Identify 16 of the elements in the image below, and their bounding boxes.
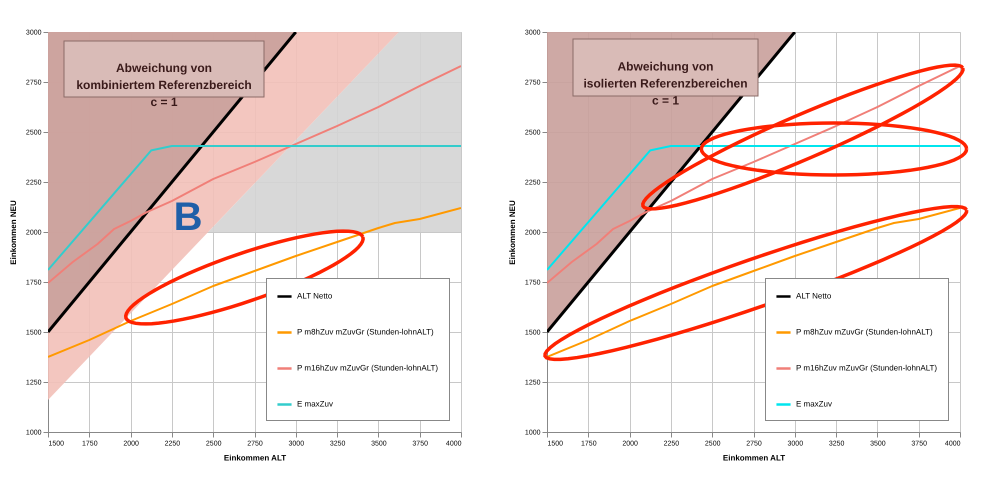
legend-label: E maxZuv bbox=[796, 400, 832, 408]
x-axis-title: Einkommen ALT bbox=[224, 454, 286, 462]
legend-label: P m16hZuv mZuvGr (Stunden-lohnALT) bbox=[297, 364, 438, 372]
x-axis-title: Einkommen ALT bbox=[722, 454, 786, 462]
y-axis-title: Einkommen NEU bbox=[508, 200, 517, 265]
y-axis-title: Einkommen NEU bbox=[8, 200, 18, 265]
legend-label: P m8hZuv mZuvGr (Stunden-lohnALT) bbox=[796, 328, 933, 336]
annotation: Abweichung von isolierten Referenzbereichen c = 1 bbox=[583, 60, 748, 108]
legend-label: ALT Netto bbox=[796, 292, 832, 300]
legend-label: P m8hZuv mZuvGr (Stunden-lohnALT) bbox=[297, 328, 434, 336]
legend-label: P m16hZuv mZuvGr (Stunden-lohnALT) bbox=[796, 364, 938, 372]
legend-label: E maxZuv bbox=[297, 400, 334, 408]
annotation: B bbox=[174, 195, 202, 239]
line-series bbox=[48, 65, 461, 284]
legend-label: ALT Netto bbox=[297, 292, 333, 300]
annotation: Abweichung von kombiniertem Referenzbereich c = 1 bbox=[76, 61, 252, 109]
